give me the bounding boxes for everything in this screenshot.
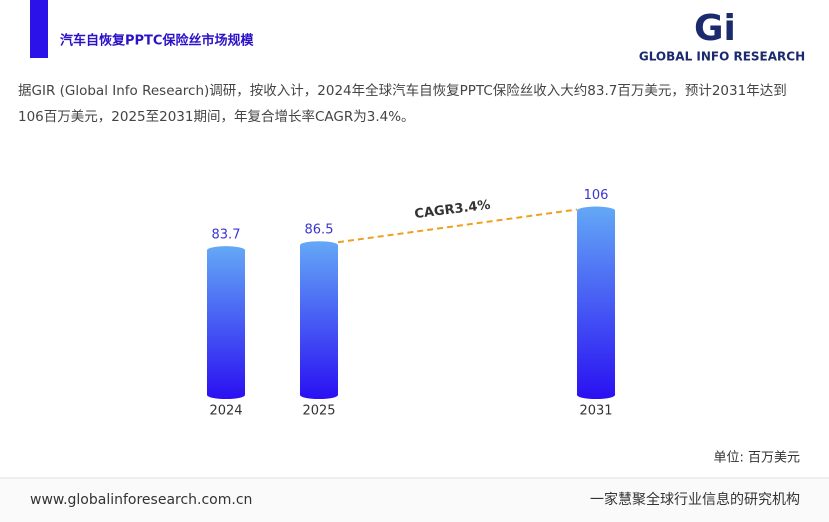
bar xyxy=(300,241,338,399)
bar xyxy=(577,206,615,399)
header-accent xyxy=(30,0,48,58)
value-label: 86.5 xyxy=(305,223,334,238)
x-tick-label: 2031 xyxy=(579,404,612,419)
value-label: 106 xyxy=(584,188,609,203)
description: 据GIR (Global Info Research)调研，按收入计，2024年… xyxy=(18,83,787,125)
x-tick-label: 2025 xyxy=(302,404,335,419)
cagr-annotation: CAGR3.4% xyxy=(414,198,492,222)
cagr-line xyxy=(337,208,578,244)
value-label: 83.7 xyxy=(212,228,241,243)
footer-bg xyxy=(0,479,829,522)
bar xyxy=(207,246,245,399)
logo-text: GLOBAL INFO RESEARCH xyxy=(639,50,805,64)
footer-slogan: 一家慧聚全球行业信息的研究机构 xyxy=(590,491,800,508)
footer-url: www.globalinforesearch.com.cn xyxy=(30,492,252,508)
x-tick-label: 2024 xyxy=(209,404,242,419)
logo-mark: Gi xyxy=(694,8,736,49)
header-title: 汽车自恢复PPTC保险丝市场规模 xyxy=(60,33,254,49)
unit-label: 单位: 百万美元 xyxy=(713,451,800,466)
